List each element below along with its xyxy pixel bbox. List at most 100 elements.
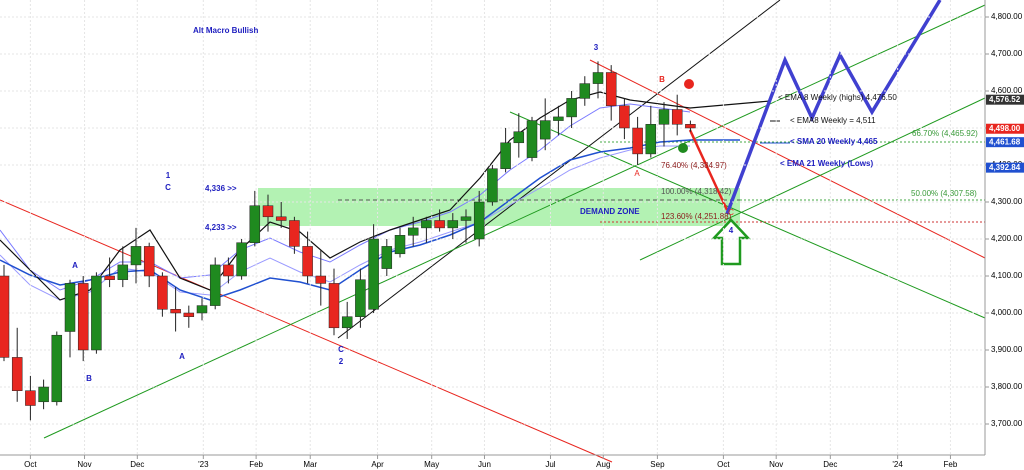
annotation: 76.40% (4,384.97) [661, 161, 727, 170]
x-tick-label: Nov [769, 460, 783, 469]
candle-body [196, 305, 208, 314]
y-tick-label: 4,200.00 [991, 234, 1023, 243]
candle-body [592, 72, 604, 84]
candle-body [328, 283, 340, 329]
y-tick-label: 3,800.00 [991, 382, 1023, 391]
candle-body [341, 316, 353, 329]
annotation: 1 [166, 171, 171, 180]
price-tag [986, 123, 1024, 134]
demand-zone [258, 188, 740, 226]
x-tick-label: May [424, 460, 439, 469]
candle-body [513, 131, 525, 144]
candle-body [394, 235, 406, 255]
candle-body [671, 109, 683, 125]
candle-body [579, 83, 591, 99]
candle-body [77, 283, 89, 351]
candle-body [553, 116, 564, 121]
candle-body [473, 201, 485, 240]
price-tag-label: 4,392.84 [989, 163, 1021, 172]
candle-body [130, 246, 142, 266]
candle-body [355, 279, 366, 317]
x-tick-label: Feb [249, 460, 263, 469]
x-tick-label: Nov [77, 460, 91, 469]
candle-body [236, 242, 247, 277]
candle-body [117, 264, 129, 280]
annotation: DEMAND ZONE [580, 207, 640, 216]
price-tag-label: 4,461.68 [989, 137, 1021, 146]
candle-body [289, 220, 300, 247]
annotation: A [179, 352, 185, 361]
candle-body [262, 205, 274, 218]
trendline [639, 97, 986, 261]
x-tick-label: Jul [545, 460, 555, 469]
down-icon [684, 79, 694, 89]
y-tick-label: 4,000.00 [991, 308, 1023, 317]
up-icon [678, 143, 688, 153]
price-tag [986, 162, 1024, 173]
candle-body [658, 109, 670, 125]
candle-body [302, 246, 313, 277]
y-tick-label: 4,800.00 [991, 12, 1023, 21]
price-tag [986, 137, 1024, 148]
y-tick-label: 3,700.00 [991, 419, 1023, 428]
x-tick-label: Dec [130, 460, 144, 469]
annotation: C [728, 208, 734, 217]
y-tick-label: 4,700.00 [991, 49, 1023, 58]
candle-body [632, 127, 643, 155]
candle-body [605, 72, 617, 107]
candle-body [143, 246, 155, 277]
candle-body [526, 120, 538, 158]
annotation: 123.60% (4,251.88) [661, 212, 732, 221]
annotation: Alt Macro Bullish [193, 26, 258, 35]
annotation: < EMA8 Weekly = 4,511 [790, 116, 876, 125]
trendline [337, 0, 781, 339]
x-tick-label: Feb [944, 460, 958, 469]
x-tick-label: Oct [717, 460, 730, 469]
candle-body [170, 309, 181, 314]
candle-body [434, 220, 445, 229]
candle-body [64, 283, 76, 332]
price-tag-label: 4,576.52 [989, 95, 1021, 104]
y-tick-label: 4,100.00 [991, 271, 1023, 280]
candle-body [407, 227, 419, 236]
x-tick-label: Apr [371, 460, 384, 469]
candle-body [104, 275, 115, 280]
candle-body [539, 120, 551, 140]
arrow-up [711, 218, 751, 266]
ema8-line [0, 91, 771, 301]
candle-body [91, 275, 102, 351]
annotation: 4 [729, 226, 734, 235]
candle-body [209, 264, 221, 306]
candle-body [619, 105, 630, 129]
annotation: 3 [594, 43, 599, 52]
annotation: A [72, 261, 78, 270]
annotation: A [634, 169, 640, 178]
annotation: 4,336 >> [205, 184, 237, 193]
ema-line [0, 103, 691, 291]
candle-body [25, 390, 36, 406]
candle-body [368, 238, 379, 310]
price-tag [986, 94, 1024, 105]
candle-body [685, 124, 696, 129]
annotation: 66.70% (4,465.92) [912, 129, 978, 138]
x-tick-label: Jun [478, 460, 491, 469]
candle-body [500, 142, 511, 169]
candle-body [315, 275, 327, 284]
candle-body [447, 220, 459, 229]
x-tick-label: Oct [24, 460, 37, 469]
candle-body [157, 275, 168, 310]
x-tick-label: Sep [650, 460, 665, 469]
annotation: < SMA 20 Weekly 4,465 [790, 137, 878, 146]
y-tick-label: 3,900.00 [991, 345, 1023, 354]
candle-body [249, 205, 261, 243]
ema21-line [0, 145, 690, 301]
candle-body [645, 124, 657, 155]
candle-body [421, 220, 432, 229]
candle-body [566, 98, 577, 118]
candle-body [183, 312, 195, 317]
y-tick-label: 4,300.00 [991, 197, 1023, 206]
x-tick-label: Mar [303, 460, 317, 469]
candle-body [275, 216, 287, 221]
annotation: C [165, 183, 171, 192]
